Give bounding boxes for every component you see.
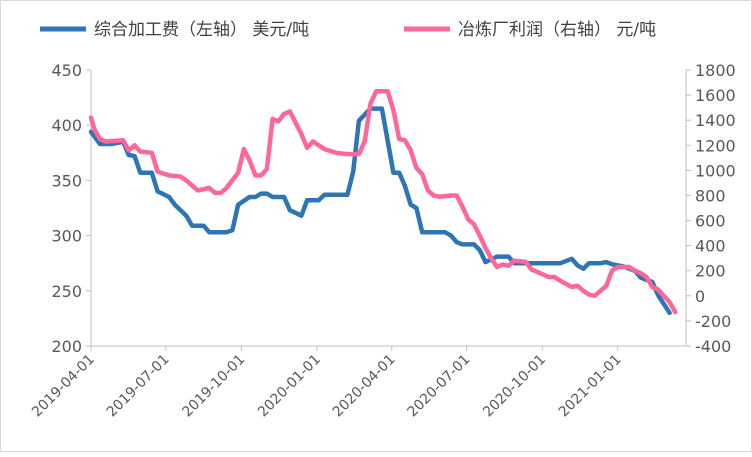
series-line-1 [88, 106, 672, 316]
left-tick-label: 200 [51, 337, 82, 356]
right-tick-label: 200 [695, 262, 726, 281]
left-tick-label: 250 [51, 282, 82, 301]
right-tick-label: 1000 [695, 161, 736, 180]
right-tick-label: 0 [695, 287, 705, 306]
left-tick-label: 450 [51, 61, 82, 80]
left-axis-ticks: 200 250 300 350 400 450 [51, 61, 91, 356]
series-layer [88, 89, 678, 316]
right-tick-label: 600 [695, 212, 726, 231]
left-tick-label: 300 [51, 227, 82, 246]
legend: 综合加工费（左轴） 美元/吨 冶炼厂利润（右轴） 元/吨 [40, 20, 656, 40]
right-tick-label: 800 [695, 186, 726, 205]
right-tick-label: 1600 [695, 86, 736, 105]
right-tick-label: -200 [695, 312, 731, 331]
right-axis-ticks: -400 -200 0 200 400 600 800 1000 1200 1400 1600 180… [686, 61, 736, 356]
right-tick-label: 400 [695, 237, 726, 256]
left-tick-label: 350 [51, 171, 82, 190]
right-tick-label: 1400 [695, 111, 736, 130]
left-tick-label: 400 [51, 116, 82, 135]
series-line-2 [88, 89, 678, 315]
legend-label-series-2: 冶炼厂利润（右轴） 元/吨 [458, 20, 656, 40]
right-tick-label: -400 [695, 337, 731, 356]
right-tick-label: 1200 [695, 136, 736, 155]
right-tick-label: 1800 [695, 61, 736, 80]
legend-label-series-1: 综合加工费（左轴） 美元/吨 [94, 20, 309, 40]
